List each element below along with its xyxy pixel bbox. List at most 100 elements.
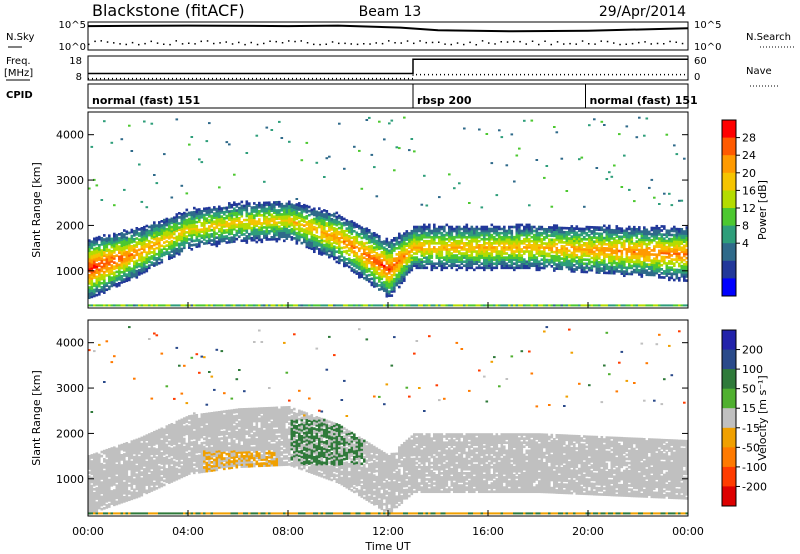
power-cell — [533, 264, 536, 268]
power-cell — [478, 264, 481, 268]
power-cell — [538, 225, 541, 229]
power-cell — [405, 250, 409, 254]
power-cell — [683, 266, 686, 270]
power-cell — [420, 231, 424, 235]
power-cell — [630, 270, 634, 274]
power-cell — [400, 246, 404, 250]
power-cell — [180, 219, 184, 222]
power-cell — [438, 227, 441, 231]
power-cell — [613, 249, 616, 253]
power-cell — [183, 304, 186, 307]
power-cell — [583, 229, 586, 233]
power-cell — [665, 231, 669, 235]
power-cell — [93, 241, 96, 245]
power-cell — [155, 242, 159, 246]
power-cell — [423, 239, 426, 243]
power-cell — [190, 248, 194, 251]
power-cell — [660, 263, 664, 267]
power-cell — [173, 232, 176, 236]
power-cell — [640, 238, 644, 242]
power-cell — [130, 267, 134, 271]
power-cell — [523, 227, 526, 231]
power-cell — [683, 264, 686, 268]
power-cell — [295, 227, 299, 231]
power-cell — [465, 254, 469, 257]
power-cell — [638, 228, 641, 231]
power-cell — [488, 304, 491, 307]
power-cell — [263, 236, 266, 239]
power-cell — [625, 235, 629, 239]
power-cell — [235, 203, 239, 206]
power-cell — [600, 226, 604, 230]
power-cell — [200, 304, 204, 307]
power-cell — [375, 304, 379, 307]
noise-search-dot — [644, 41, 646, 43]
power-cell — [488, 262, 491, 266]
power-cell — [100, 239, 104, 242]
power-cell — [328, 219, 331, 222]
power-cell — [98, 274, 101, 278]
power-cell — [168, 218, 171, 222]
power-cell — [390, 265, 394, 269]
power-cell — [668, 249, 671, 253]
power-cell — [400, 236, 404, 240]
power-cell — [228, 232, 231, 236]
power-cell — [420, 250, 424, 253]
power-cell — [130, 257, 134, 260]
power-cell — [495, 233, 499, 237]
power-cell — [130, 245, 134, 248]
power-cell — [108, 269, 111, 272]
power-cell — [683, 236, 686, 239]
power-cell — [398, 279, 401, 283]
power-cell — [318, 252, 321, 255]
power-cell — [663, 237, 666, 241]
power-cell — [420, 248, 424, 251]
power-cell — [318, 248, 321, 251]
power-cell — [438, 250, 441, 253]
power-cell — [150, 304, 154, 307]
power-cell — [98, 290, 101, 294]
power-cell — [513, 239, 516, 243]
power-cell — [258, 214, 261, 217]
power-cell — [370, 246, 374, 250]
power-cell — [573, 268, 576, 271]
power-cell — [598, 246, 601, 250]
power-cell — [593, 226, 596, 229]
power-cell — [630, 236, 634, 239]
power-cell — [508, 239, 511, 243]
power-cell — [480, 254, 484, 257]
power-cell — [568, 231, 571, 234]
power-cell — [325, 218, 329, 221]
power-cell — [588, 262, 591, 266]
power-cell — [445, 262, 449, 266]
power-cell — [500, 136, 504, 139]
power-cell — [365, 260, 369, 263]
power-cell — [603, 257, 606, 260]
power-cell — [545, 252, 549, 256]
power-cell — [453, 239, 456, 243]
power-cell — [343, 264, 346, 268]
power-cell — [98, 276, 101, 280]
power-cell — [358, 267, 361, 271]
power-cell — [423, 304, 426, 307]
velocity-cell — [90, 468, 94, 472]
power-cell — [190, 237, 194, 241]
power-cell — [650, 241, 654, 244]
power-cell — [600, 234, 604, 238]
power-cell — [215, 211, 219, 215]
power-cell — [533, 237, 536, 241]
power-cell — [300, 233, 304, 237]
power-cell — [413, 304, 416, 307]
power-cell — [275, 227, 279, 231]
power-cell — [565, 233, 569, 236]
power-cell — [218, 215, 221, 219]
power-cell — [628, 235, 631, 239]
power-cell — [403, 242, 406, 246]
power-cell — [635, 228, 639, 231]
power-cell — [600, 232, 604, 236]
power-cell — [595, 240, 599, 244]
power-cell — [180, 221, 184, 224]
freq-left-label-top: Freq. — [6, 56, 31, 67]
power-cell — [645, 236, 649, 240]
power-cell — [568, 261, 571, 265]
